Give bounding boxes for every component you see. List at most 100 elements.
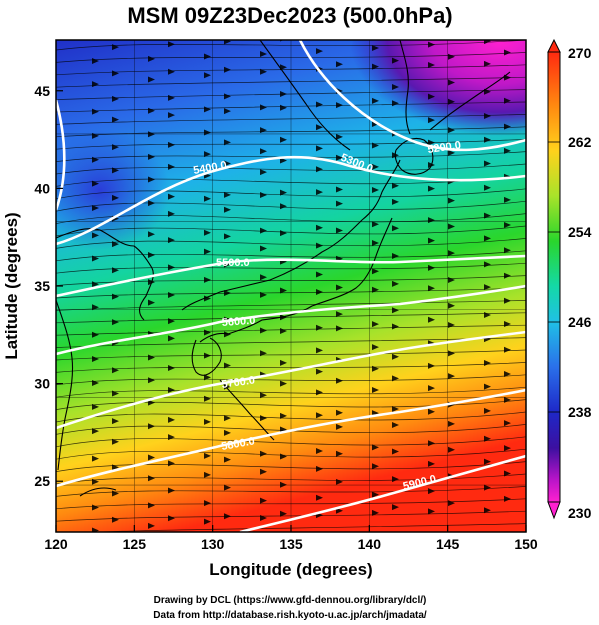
contour-5600 (56, 284, 526, 356)
wind-arrowhead (92, 379, 99, 386)
wind-arrowhead (484, 284, 491, 291)
colorbar-tick-label: 270 (568, 45, 592, 61)
wind-arrowhead (224, 415, 231, 422)
wind-arrowhead (448, 79, 455, 86)
streamline (56, 64, 526, 76)
wind-arrowhead (92, 428, 99, 435)
wind-arrowhead (336, 409, 343, 416)
credit-drawing: Drawing by DCL (https://www.gfd-dennou.o… (154, 595, 427, 606)
wind-arrowhead (168, 193, 175, 200)
streamline (56, 461, 526, 472)
wind-arrowhead (428, 185, 435, 192)
wind-arrowhead (448, 223, 455, 230)
wind-arrowhead (92, 58, 99, 65)
wind-arrowhead (224, 93, 231, 100)
wind-arrowhead (280, 412, 287, 419)
west-cold-shading (56, 130, 170, 250)
streamline (56, 436, 526, 448)
wind-arrowhead (148, 107, 155, 114)
wind-arrowhead (280, 157, 287, 164)
wind-arrowhead (392, 448, 399, 455)
colorbar-scale (547, 51, 561, 503)
wind-arrowhead (260, 468, 267, 475)
wind-arrowhead (428, 408, 435, 415)
map-plot-area: 5200.0 5300.0 5400.0 5500.0 5600.0 5700.… (56, 30, 526, 532)
streamline (56, 126, 526, 138)
wind-arrowhead (392, 252, 399, 259)
coastline-sakhalin (399, 40, 411, 135)
streamline (56, 238, 526, 249)
wind-arrowhead (392, 30, 399, 36)
streamline (56, 76, 526, 88)
wind-arrowhead (92, 478, 99, 485)
wind-arrowhead (428, 93, 435, 100)
wind-arrowhead (392, 100, 399, 107)
wind-arrowhead (148, 522, 155, 529)
wind-arrowhead (148, 231, 155, 238)
coastline-honshu-south (199, 217, 393, 343)
wind-arrowhead (428, 460, 435, 467)
wind-arrowhead (92, 356, 99, 363)
coastlines (56, 40, 511, 497)
wind-arrowhead (92, 403, 99, 410)
wind-arrowhead (448, 322, 455, 329)
wind-arrowhead (504, 495, 511, 502)
wind-arrowhead (280, 136, 287, 143)
wind-arrowhead (504, 445, 511, 452)
wind-arrowhead (224, 139, 231, 146)
wind-arrowhead (504, 49, 511, 56)
streamline (56, 424, 526, 435)
colorbar-tick-label: 246 (568, 314, 592, 330)
wind-arrowhead (484, 407, 491, 414)
contour-label-5400: 5400.0 (192, 159, 227, 177)
wind-arrowhead (372, 286, 379, 293)
wind-arrowhead (168, 335, 175, 342)
contour-5400 (56, 155, 526, 246)
wind-arrowhead (484, 383, 491, 390)
wind-arrowhead (504, 371, 511, 378)
wind-arrowhead (336, 325, 343, 332)
wind-arrowhead (92, 108, 99, 115)
wind-arrowhead (392, 476, 399, 483)
contour-5500 (56, 254, 526, 298)
wind-arrowhead (504, 196, 511, 203)
wind-arrowhead (204, 500, 211, 507)
coastline-kyushu (191, 337, 222, 376)
contour-5700 (56, 330, 526, 430)
graticule (56, 40, 526, 532)
wind-arrowhead (280, 104, 287, 111)
wind-arrowhead (448, 53, 455, 60)
wind-arrowhead (392, 225, 399, 232)
streamline (56, 486, 526, 497)
wind-arrowhead (260, 169, 267, 176)
wind-arrowhead (428, 508, 435, 515)
wind-arrowhead (336, 186, 343, 193)
streamline (56, 138, 526, 150)
streamline (56, 337, 526, 348)
wind-arrowhead (448, 149, 455, 156)
wind-arrowhead (504, 247, 511, 254)
wind-arrowhead (336, 61, 343, 68)
wind-arrowhead (448, 446, 455, 453)
wind-arrowhead (148, 153, 155, 160)
wind-arrowhead (280, 328, 287, 335)
x-tick-label: 140 (358, 536, 382, 552)
wind-arrowhead (112, 95, 119, 102)
wind-arrowhead (112, 167, 119, 174)
wind-arrowhead (428, 385, 435, 392)
wind-arrowhead (336, 227, 343, 234)
credit-data: Data from http://database.rish.kyoto-u.a… (153, 610, 427, 621)
wind-arrowhead (372, 321, 379, 328)
y-tick-label: 45 (34, 83, 50, 99)
wind-arrowhead (204, 72, 211, 79)
wind-arrowhead (148, 131, 155, 138)
streamline (56, 40, 526, 51)
wind-arrowhead (484, 88, 491, 95)
wind-arrowhead (168, 460, 175, 467)
wind-arrowhead (204, 374, 211, 381)
wind-arrowhead (372, 463, 379, 470)
x-tick-label: 125 (123, 536, 147, 552)
wind-arrowhead (428, 316, 435, 323)
wind-arrowhead (428, 41, 435, 48)
wind-arrowhead (316, 494, 323, 501)
